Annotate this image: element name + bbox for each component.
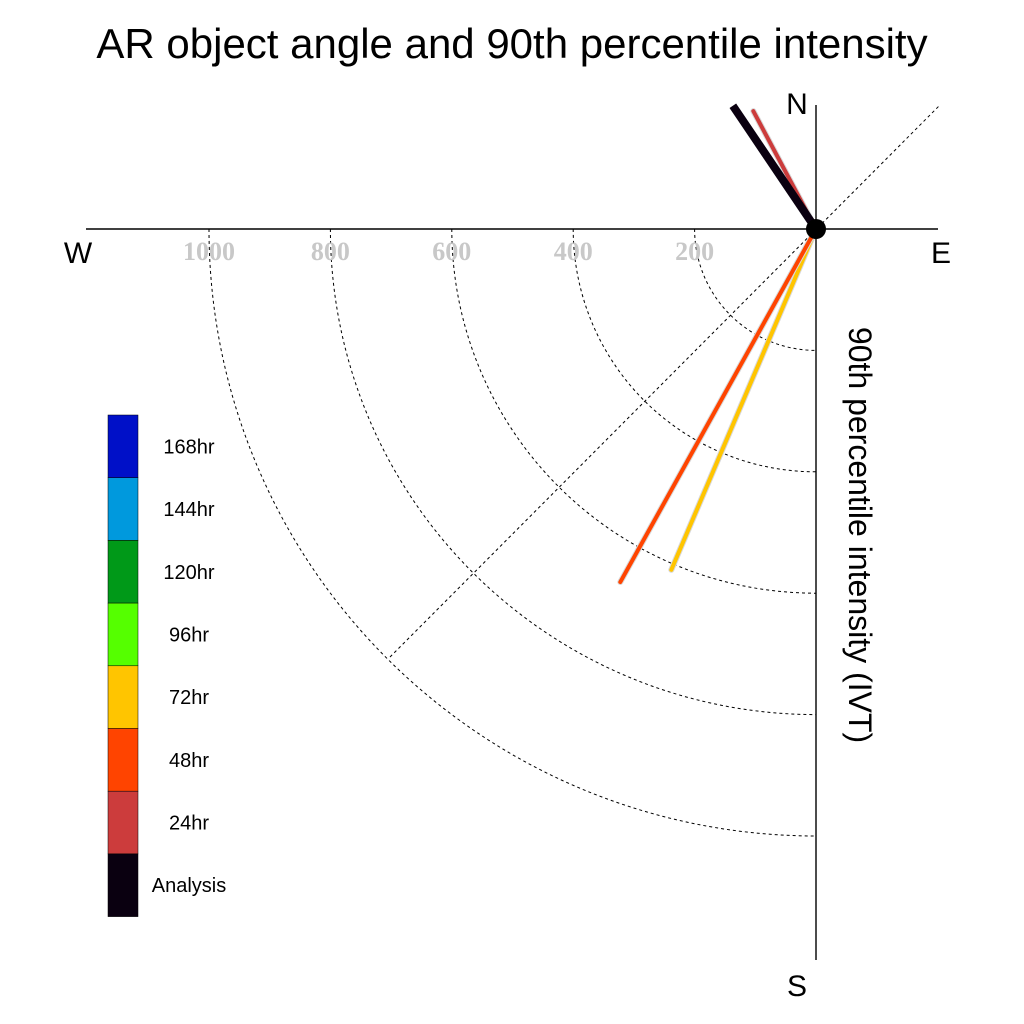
vector-72hr	[669, 227, 818, 572]
radial-tick-label: 1000	[183, 237, 235, 266]
radial-tick-label: 400	[554, 237, 593, 266]
legend-label: 48hr	[169, 750, 209, 772]
radial-tick-label: 800	[311, 237, 350, 266]
legend-label: 144hr	[163, 499, 214, 521]
radial-tick-label: 200	[675, 237, 714, 266]
radial-axis-label: 90th percentile intensity (IVT)	[842, 327, 878, 743]
legend-swatch	[107, 477, 139, 541]
compass-axes	[86, 104, 941, 960]
legend: 168hr 144hr 120hr 96hr 72hr 48hr 24hr Analysis	[107, 414, 226, 917]
vector-48hr	[618, 227, 818, 585]
origin-dot	[806, 219, 826, 239]
legend-label: 168hr	[163, 436, 214, 458]
grid-arc	[572, 228, 817, 473]
diagonal-guide	[389, 104, 941, 658]
west-label: W	[64, 237, 93, 270]
legend-label: 96hr	[169, 624, 209, 646]
vector-analysis	[729, 103, 820, 232]
legend-label: 120hr	[163, 562, 214, 584]
radial-tick-labels: 200 400 600 800 1000	[183, 237, 714, 266]
east-label: E	[931, 237, 951, 270]
chart-title: AR object angle and 90th percentile inte…	[96, 20, 927, 67]
grid-arc	[208, 228, 817, 837]
grid-arc	[694, 228, 817, 351]
south-label: S	[787, 970, 807, 1003]
legend-swatch	[107, 540, 139, 604]
legend-label: 24hr	[169, 813, 209, 835]
legend-swatch	[107, 602, 139, 667]
grid-arc	[329, 228, 817, 716]
legend-swatch	[107, 853, 139, 917]
radial-tick-label: 600	[432, 237, 471, 266]
north-label: N	[786, 88, 808, 121]
legend-label: 72hr	[169, 687, 209, 709]
grid-arc	[451, 228, 817, 594]
legend-swatch	[107, 665, 139, 729]
legend-swatch	[107, 790, 139, 855]
polar-grid	[208, 228, 817, 837]
vector-series	[617, 103, 820, 586]
legend-swatch	[107, 728, 139, 792]
legend-swatch	[107, 414, 139, 478]
legend-label: Analysis	[152, 875, 226, 897]
